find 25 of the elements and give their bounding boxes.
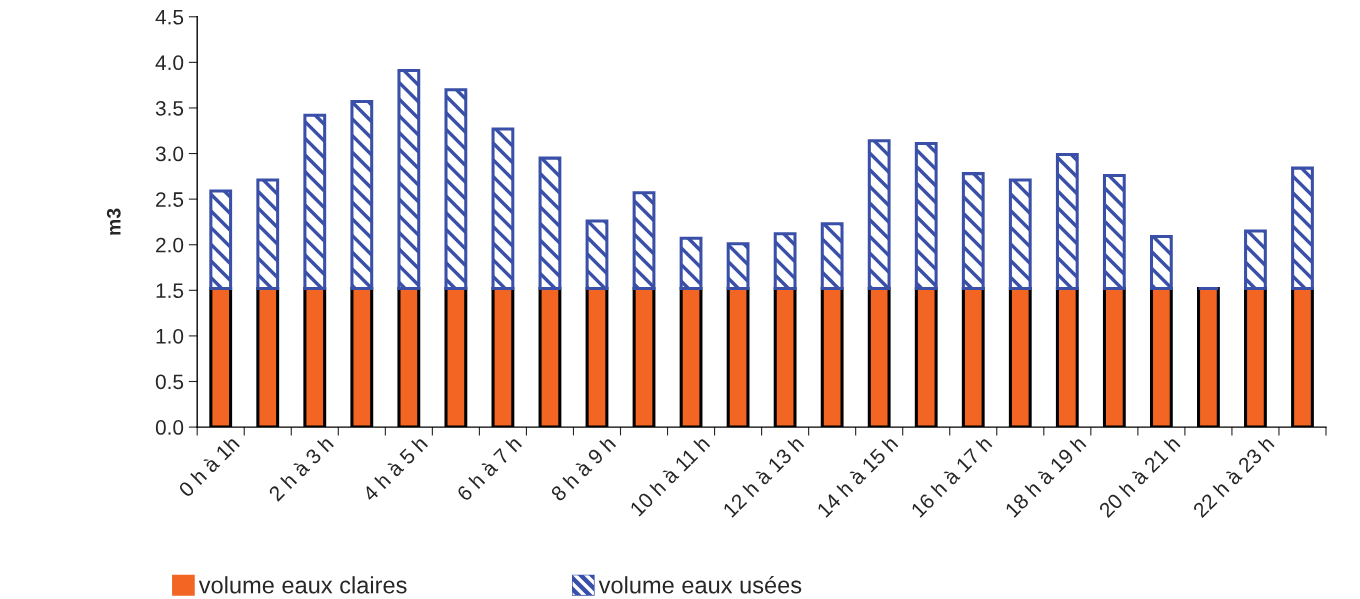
y-tick-label: 3.0 [155, 146, 184, 162]
x-tick-label: 10 h à 11 h [628, 435, 711, 517]
y-axis-title: m3 [106, 208, 121, 235]
x-tick-label: 2 h à 3 h [267, 435, 335, 502]
x-tick-label: 6 h à 7 h [455, 435, 523, 502]
x-tick-label: 14 h à 15 h [815, 435, 899, 518]
x-tick-label: 4 h à 5 h [361, 435, 429, 503]
x-tick-label: 18 h à 19 h [1003, 435, 1087, 518]
y-tick-label: 0.0 [155, 420, 184, 435]
x-tick-label: 12 h à 13 h [721, 435, 805, 518]
legend-label: volume eaux claires [198, 576, 407, 594]
y-tick-label: 2.5 [156, 192, 184, 207]
y-tick-label: 4.0 [155, 55, 184, 71]
y-tick-label: 2.0 [156, 237, 184, 253]
x-tick-label: 20 h à 21 h [1097, 435, 1181, 519]
x-tick-label: 22 h à 23 h [1191, 435, 1275, 519]
x-tick-label: 16 h à 17 h [909, 435, 993, 518]
x-tick-label: 0 h à 1h [177, 435, 240, 498]
y-tick-label: 1.0 [156, 328, 184, 344]
y-tick-label: 1.5 [156, 283, 184, 299]
legend-label: volume eaux usées [598, 575, 802, 594]
y-tick-label: 4.5 [155, 9, 184, 25]
y-tick-label: 3.5 [155, 100, 184, 116]
y-tick-label: 0.5 [155, 374, 184, 390]
x-tick-label: 8 h à 9 h [549, 435, 617, 502]
